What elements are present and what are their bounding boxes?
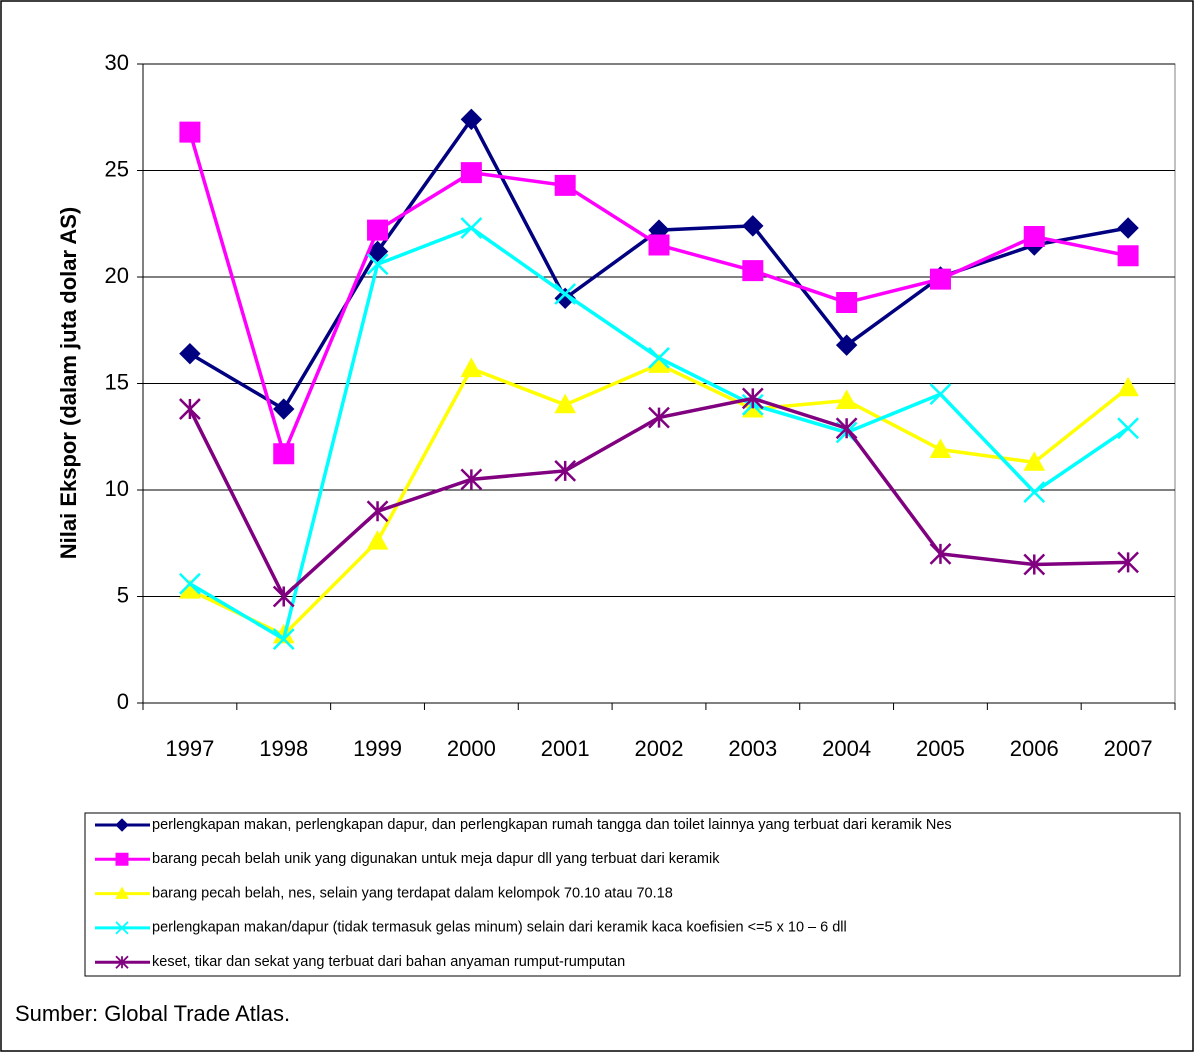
legend-marker (115, 818, 129, 832)
y-tick-label: 5 (117, 582, 129, 607)
data-point (366, 500, 389, 523)
data-point (929, 268, 951, 290)
data-point (929, 543, 952, 565)
data-point (272, 628, 295, 650)
data-point (273, 443, 295, 465)
data-point (460, 217, 483, 239)
data-point (460, 162, 482, 184)
legend-marker (115, 886, 129, 899)
data-point (272, 585, 295, 608)
x-tick-label: 2006 (1010, 736, 1059, 761)
data-point (554, 287, 576, 310)
data-point (1023, 226, 1045, 248)
data-point (648, 234, 670, 256)
data-point (179, 342, 201, 365)
data-point (460, 468, 483, 491)
data-point (554, 393, 577, 414)
data-point (554, 283, 577, 305)
x-tick-label: 2002 (635, 736, 684, 761)
legend-marker (115, 921, 129, 935)
x-tick-label: 1998 (259, 736, 308, 761)
y-tick-label: 15 (105, 369, 129, 394)
y-axis-label: Nilai Ekspor (dalam juta dolar AS) (56, 207, 81, 559)
data-point (366, 530, 389, 550)
x-tick-label: 2007 (1104, 736, 1153, 761)
data-point (554, 174, 576, 196)
legend (84, 812, 1181, 977)
source-note: Sumber: Global Trade Atlas. (15, 1001, 290, 1026)
x-tick-label: 2001 (541, 736, 590, 761)
data-point (1023, 481, 1046, 504)
x-tick-label: 2003 (728, 736, 777, 761)
data-point (835, 417, 858, 440)
data-point (1023, 451, 1046, 471)
data-point (179, 121, 201, 143)
data-point (179, 398, 201, 420)
data-point (1117, 376, 1139, 397)
data-point (742, 215, 764, 237)
y-tick-label: 25 (105, 156, 129, 181)
x-tick-label: 1999 (353, 736, 402, 761)
legend-label: barang pecah belah, nes, selain yang ter… (152, 885, 673, 901)
y-tick-label: 10 (105, 476, 129, 501)
data-point (836, 292, 858, 314)
legend-label: keset, tikar dan sekat yang terbuat dari… (152, 954, 625, 970)
data-point (929, 383, 952, 406)
data-point (741, 387, 764, 410)
x-tick-label: 2005 (916, 736, 965, 761)
data-point (835, 334, 858, 356)
data-point (1023, 553, 1046, 576)
y-tick-label: 0 (117, 689, 129, 714)
data-point (648, 347, 670, 369)
data-point (1117, 217, 1139, 239)
data-point (1117, 417, 1139, 440)
x-tick-label: 2004 (822, 736, 871, 761)
data-point (273, 398, 295, 420)
legend-marker (115, 955, 129, 969)
data-point (179, 572, 201, 595)
data-point (929, 438, 952, 459)
data-point (460, 357, 483, 378)
legend-label: barang pecah belah unik yang digunakan u… (152, 851, 720, 867)
data-point (460, 108, 483, 131)
data-point (554, 459, 577, 482)
data-point (835, 389, 858, 410)
data-point (366, 253, 389, 276)
data-point (742, 260, 764, 282)
data-point (1117, 551, 1139, 574)
data-point (648, 406, 670, 429)
y-tick-label: 20 (105, 263, 129, 288)
legend-label: perlengkapan makan, perlengkapan dapur, … (152, 817, 952, 833)
x-tick-label: 1997 (165, 736, 214, 761)
legend-marker (115, 852, 129, 866)
legend-label: perlengkapan makan/dapur (tidak termasuk… (152, 920, 847, 936)
data-point (1117, 245, 1139, 267)
data-point (367, 219, 389, 241)
y-tick-label: 30 (105, 50, 129, 75)
x-tick-label: 2000 (447, 736, 496, 761)
